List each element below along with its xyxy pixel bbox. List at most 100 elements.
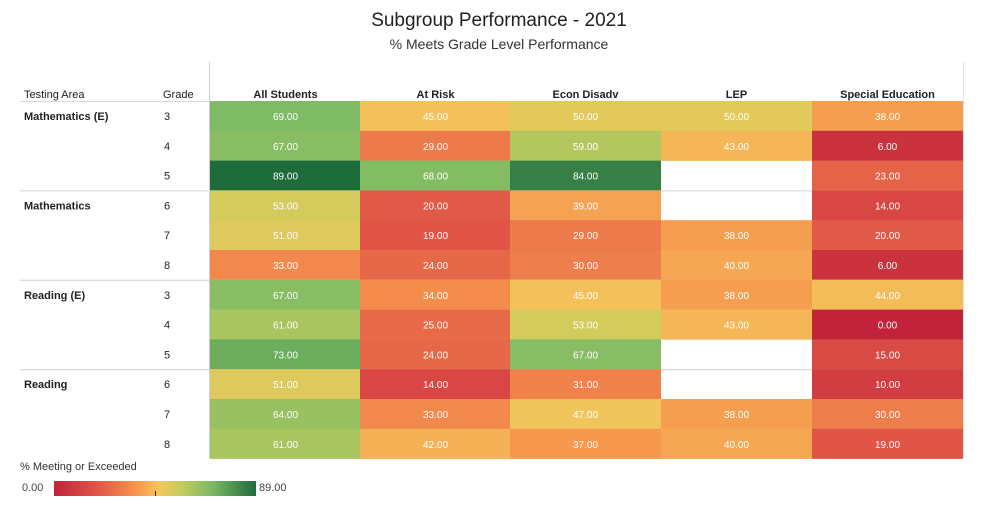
grade-label: 6 (164, 200, 170, 212)
legend-min-label: 0.00 (22, 482, 44, 494)
heatmap-cell (510, 399, 661, 430)
cell-value-label: 33.00 (273, 261, 298, 272)
grade-label: 6 (164, 379, 170, 391)
cell-value-label: 50.00 (724, 112, 749, 123)
grade-label: 3 (164, 111, 170, 123)
heatmap-cell (812, 399, 963, 430)
cell-value-label: 38.00 (724, 410, 749, 421)
cell-value-label: 30.00 (875, 410, 900, 421)
cell-value-label: 53.00 (573, 321, 598, 332)
cell-value-label: 10.00 (875, 380, 900, 391)
heatmap-cell (210, 101, 361, 132)
cell-value-label: 34.00 (423, 291, 448, 302)
heatmap-cell (661, 279, 812, 310)
cell-value-label: 61.00 (273, 321, 298, 332)
heatmap-cell (510, 250, 661, 281)
grade-label: 7 (164, 409, 170, 421)
heatmap-cell (510, 309, 661, 340)
heatmap-cell (360, 160, 511, 191)
heatmap-cell (360, 190, 511, 221)
heatmap-cell (210, 399, 361, 430)
heatmap-cell (510, 190, 661, 221)
chart-subtitle: % Meets Grade Level Performance (389, 36, 609, 52)
cell-value-label: 40.00 (724, 440, 749, 451)
grade-label: 4 (164, 141, 170, 153)
cell-value-label: 67.00 (573, 350, 598, 361)
heatmap-cell (812, 101, 963, 132)
heatmap-cell (360, 369, 511, 400)
row-header-grade: Grade (163, 89, 194, 101)
cell-value-label: 31.00 (573, 380, 598, 391)
column-header: Special Education (840, 89, 935, 101)
heatmap-cell (360, 101, 511, 132)
cell-value-label: 50.00 (573, 112, 598, 123)
column-header: At Risk (417, 89, 456, 101)
legend-title: % Meeting or Exceeded (20, 461, 137, 473)
cell-value-label: 6.00 (878, 142, 898, 153)
cell-value-label: 23.00 (875, 172, 900, 183)
cell-value-label: 43.00 (724, 142, 749, 153)
heatmap-cell (510, 101, 661, 132)
legend-max-label: 89.00 (259, 482, 287, 494)
cell-value-label: 6.00 (878, 261, 898, 272)
cell-value-label: 24.00 (423, 350, 448, 361)
heatmap-cell (510, 130, 661, 161)
cell-value-label: 20.00 (875, 231, 900, 242)
heatmap-cell (661, 220, 812, 251)
heatmap-cell (210, 190, 361, 221)
cell-value-label: 19.00 (875, 440, 900, 451)
heatmap-cell (210, 279, 361, 310)
grade-label: 3 (164, 290, 170, 302)
testing-area-label: Mathematics (24, 200, 91, 212)
cell-value-label: 89.00 (273, 172, 298, 183)
cell-value-label: 68.00 (423, 172, 448, 183)
cell-value-label: 53.00 (273, 201, 298, 212)
grade-label: 8 (164, 260, 170, 272)
column-header: LEP (726, 89, 747, 101)
heatmap-cell (360, 339, 511, 370)
heatmap-cell (360, 428, 511, 459)
cell-value-label: 15.00 (875, 350, 900, 361)
heatmap-cell (360, 309, 511, 340)
cell-value-label: 20.00 (423, 201, 448, 212)
heatmap-cell (210, 339, 361, 370)
cell-value-label: 51.00 (273, 380, 298, 391)
heatmap-cell (812, 160, 963, 191)
cell-value-label: 44.00 (875, 291, 900, 302)
cell-value-label: 59.00 (573, 142, 598, 153)
testing-area-label: Reading (E) (24, 290, 85, 302)
heatmap-cell (661, 399, 812, 430)
heatmap-cell (812, 250, 963, 281)
cell-value-label: 33.00 (423, 410, 448, 421)
cell-value-label: 45.00 (423, 112, 448, 123)
cell-value-label: 0.00 (878, 321, 898, 332)
heatmap-cell (360, 250, 511, 281)
heatmap-cell (510, 160, 661, 191)
grade-label: 7 (164, 230, 170, 242)
heatmap-cell (812, 309, 963, 340)
cell-value-label: 42.00 (423, 440, 448, 451)
heatmap-cell (812, 339, 963, 370)
cell-value-label: 19.00 (423, 231, 448, 242)
cell-value-label: 29.00 (423, 142, 448, 153)
grade-label: 5 (164, 349, 170, 361)
heatmap-cell (510, 339, 661, 370)
cell-value-label: 84.00 (573, 172, 598, 183)
heatmap-cell (210, 309, 361, 340)
heatmap-cell (360, 279, 511, 310)
testing-area-label: Mathematics (E) (24, 111, 109, 123)
heatmap-cell (812, 130, 963, 161)
cell-value-label: 30.00 (573, 261, 598, 272)
heatmap-cell (510, 369, 661, 400)
legend-midpoint-tick (155, 491, 156, 496)
cell-value-label: 38.00 (724, 291, 749, 302)
heatmap-cell (210, 369, 361, 400)
cell-value-label: 67.00 (273, 291, 298, 302)
cell-value-label: 38.00 (875, 112, 900, 123)
column-header: All Students (253, 89, 317, 101)
column-header: Econ Disadv (552, 89, 619, 101)
heatmap-cell (510, 428, 661, 459)
cell-value-label: 64.00 (273, 410, 298, 421)
heatmap-cell (210, 250, 361, 281)
cell-value-label: 73.00 (273, 350, 298, 361)
